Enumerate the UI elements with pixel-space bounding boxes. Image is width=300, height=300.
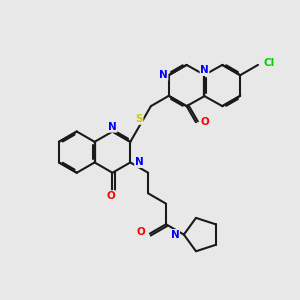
- Text: O: O: [137, 227, 146, 237]
- Text: N: N: [108, 122, 117, 132]
- Text: O: O: [200, 117, 209, 127]
- Text: Cl: Cl: [263, 58, 274, 68]
- Text: N: N: [171, 230, 179, 240]
- Text: N: N: [200, 65, 209, 76]
- Text: O: O: [106, 191, 116, 201]
- Text: N: N: [135, 158, 143, 167]
- Text: N: N: [159, 70, 168, 80]
- Text: S: S: [135, 114, 143, 124]
